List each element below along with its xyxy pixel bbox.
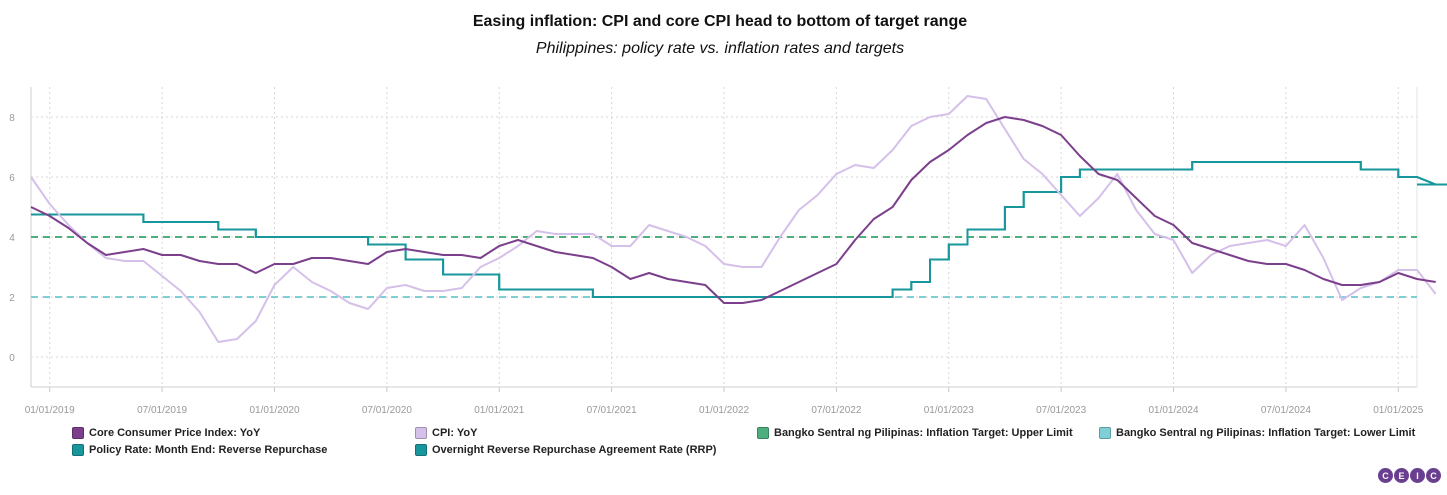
y-tick-label: 0 (9, 353, 15, 364)
legend-label: CPI: YoY (432, 427, 478, 439)
chart-legend: Core Consumer Price Index: YoY CPI: YoY … (0, 424, 1447, 464)
y-tick-label: 8 (9, 113, 15, 124)
x-tick-label: 01/01/2023 (924, 405, 974, 416)
x-tick-label: 07/01/2024 (1261, 405, 1311, 416)
legend-label: Policy Rate: Month End: Reverse Repurcha… (89, 444, 328, 456)
series-line-rrp (31, 161, 1447, 298)
legend-item-upper-limit[interactable]: Bangko Sentral ng Pilipinas: Inflation T… (757, 427, 1073, 439)
logo-letter: C (1377, 467, 1394, 484)
x-tick-label: 01/01/2019 (25, 405, 75, 416)
legend-label: Overnight Reverse Repurchase Agreement R… (432, 444, 717, 456)
legend-item-policy-rate[interactable]: Policy Rate: Month End: Reverse Repurcha… (72, 444, 327, 456)
x-tick-label: 07/01/2020 (362, 405, 412, 416)
x-tick-label: 01/01/2022 (699, 405, 749, 416)
legend-swatch (72, 444, 84, 456)
y-tick-label: 2 (9, 293, 15, 304)
series-line-cpi (30, 95, 1437, 343)
legend-label: Bangko Sentral ng Pilipinas: Inflation T… (1116, 427, 1416, 439)
legend-label: Bangko Sentral ng Pilipinas: Inflation T… (774, 427, 1073, 439)
chart-title: Easing inflation: CPI and core CPI head … (472, 13, 968, 30)
x-tick-label: 07/01/2023 (1036, 405, 1086, 416)
x-tick-label: 01/01/2024 (1148, 405, 1198, 416)
legend-swatch (415, 427, 427, 439)
x-tick-label: 07/01/2019 (137, 405, 187, 416)
x-tick-label: 01/01/2025 (1373, 405, 1423, 416)
legend-item-rrp[interactable]: Overnight Reverse Repurchase Agreement R… (415, 444, 716, 456)
series-line-core-cpi (30, 116, 1436, 304)
x-tick-label: 01/01/2021 (474, 405, 524, 416)
legend-swatch (757, 427, 769, 439)
line-chart: 0 2 4 6 8 01/01/2019 07/01/2019 01/01/2020 07/01… (9, 87, 1447, 416)
legend-item-core-cpi[interactable]: Core Consumer Price Index: YoY (72, 427, 260, 439)
logo-letter: I (1409, 467, 1426, 484)
legend-swatch (1099, 427, 1111, 439)
legend-swatch (72, 427, 84, 439)
logo-letter: C (1425, 467, 1442, 484)
legend-label: Core Consumer Price Index: YoY (89, 427, 261, 439)
logo-letter: E (1393, 467, 1410, 484)
x-tick-label: 07/01/2022 (811, 405, 861, 416)
legend-item-lower-limit[interactable]: Bangko Sentral ng Pilipinas: Inflation T… (1099, 427, 1415, 439)
y-tick-label: 4 (9, 233, 15, 244)
legend-swatch (415, 444, 427, 456)
chart-subtitle: Philippines: policy rate vs. inflation r… (535, 40, 905, 57)
legend-item-cpi[interactable]: CPI: YoY (415, 427, 477, 439)
x-tick-label: 07/01/2021 (587, 405, 637, 416)
x-tick-label: 01/01/2020 (249, 405, 299, 416)
y-tick-label: 6 (9, 173, 15, 184)
ceic-logo[interactable]: C E I C (1377, 467, 1442, 484)
